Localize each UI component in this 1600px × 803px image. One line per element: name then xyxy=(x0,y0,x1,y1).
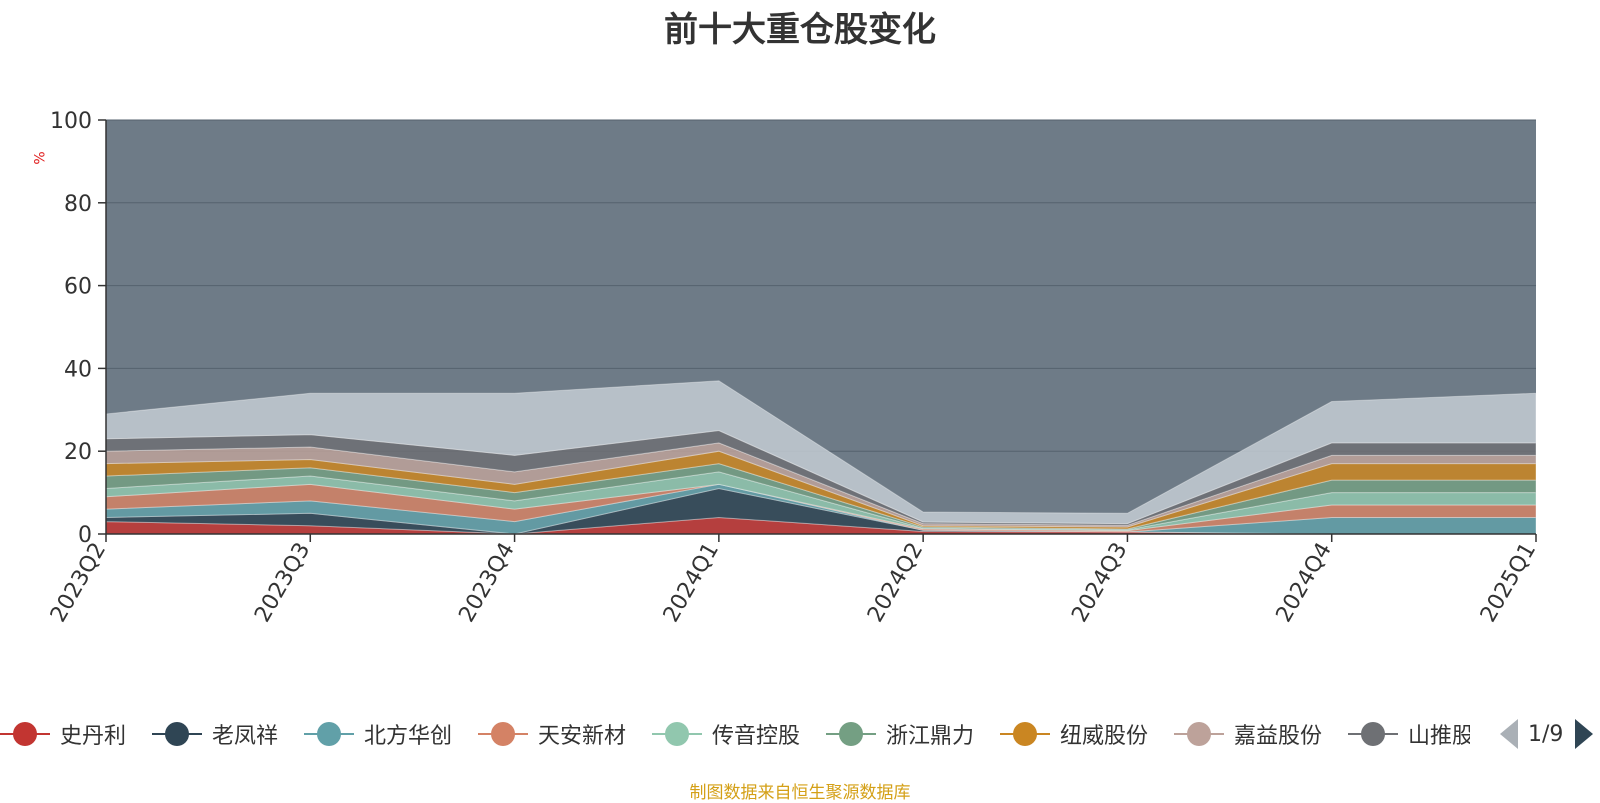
legend-item[interactable]: 北方华创 xyxy=(304,712,452,756)
legend-marker-icon xyxy=(152,719,202,749)
x-tick-label: 2023Q3 xyxy=(250,539,315,627)
y-tick-label: 60 xyxy=(64,275,92,300)
x-tick-label: 2024Q2 xyxy=(863,539,928,627)
legend-label: 山推股份 xyxy=(1408,724,1470,749)
legend-label: 传音控股 xyxy=(712,724,801,749)
legend-label: 老凤祥 xyxy=(212,724,279,749)
legend-item[interactable]: 老凤祥 xyxy=(152,712,278,756)
x-tick-label: 2025Q1 xyxy=(1476,539,1541,627)
legend-marker-icon xyxy=(1348,719,1398,749)
legend-page-indicator: 1/9 xyxy=(1528,721,1564,747)
y-tick-label: 20 xyxy=(64,440,92,465)
legend-marker-icon xyxy=(826,719,876,749)
area-chart: 0 20 40 60 80 100 2023Q2 2023Q3 2023Q4 2024Q1 2024… xyxy=(46,109,1541,627)
x-tick-label: 2023Q4 xyxy=(454,539,519,627)
legend-label: 纽威股份 xyxy=(1060,724,1149,749)
legend-marker-icon xyxy=(304,719,354,749)
y-tick-label: 80 xyxy=(64,192,92,217)
y-tick-label: 100 xyxy=(50,109,92,134)
legend-label: 史丹利 xyxy=(60,724,127,749)
legend-pager: 1/9 xyxy=(1500,712,1594,756)
legend-next-arrow-icon[interactable] xyxy=(1575,719,1594,749)
chart-title: 前十大重仓股变化 xyxy=(664,10,936,50)
legend-item[interactable]: 天安新材 xyxy=(478,712,626,756)
x-tick-label: 2024Q1 xyxy=(659,539,724,627)
series-area-9 xyxy=(105,380,1537,525)
x-tick-label: 2023Q2 xyxy=(46,539,111,627)
x-tick-label: 2024Q3 xyxy=(1067,539,1132,627)
legend-prev-arrow-icon[interactable] xyxy=(1500,719,1518,749)
legend-marker-icon xyxy=(0,719,50,749)
legend-label: 浙江鼎力 xyxy=(886,724,975,749)
legend-marker-icon xyxy=(1174,719,1224,749)
legend-item[interactable]: 传音控股 xyxy=(652,712,800,756)
legend-label: 嘉益股份 xyxy=(1234,724,1323,749)
y-tick-label: 40 xyxy=(64,357,92,382)
legend-marker-icon xyxy=(652,719,702,749)
source-note: 制图数据来自恒生聚源数据库 xyxy=(689,783,911,803)
legend-item[interactable]: 史丹利 xyxy=(0,712,126,756)
legend-item[interactable]: 嘉益股份 xyxy=(1174,712,1322,756)
legend-item[interactable]: 山推股份 xyxy=(1348,712,1470,756)
legend-label: 北方华创 xyxy=(364,724,453,749)
legend-item[interactable]: 浙江鼎力 xyxy=(826,712,974,756)
legend-marker-icon xyxy=(1000,719,1050,749)
legend-item[interactable]: 纽威股份 xyxy=(1000,712,1148,756)
y-tick-label: 0 xyxy=(78,523,92,548)
legend-marker-icon xyxy=(478,719,528,749)
legend-label: 天安新材 xyxy=(538,724,627,749)
legend: 史丹利 老凤祥 北方华创 天安新材 传音控股 浙江鼎力 纽威股份 嘉益股份 山推股份 xyxy=(0,712,1470,756)
x-tick-label: 2024Q4 xyxy=(1272,539,1337,627)
